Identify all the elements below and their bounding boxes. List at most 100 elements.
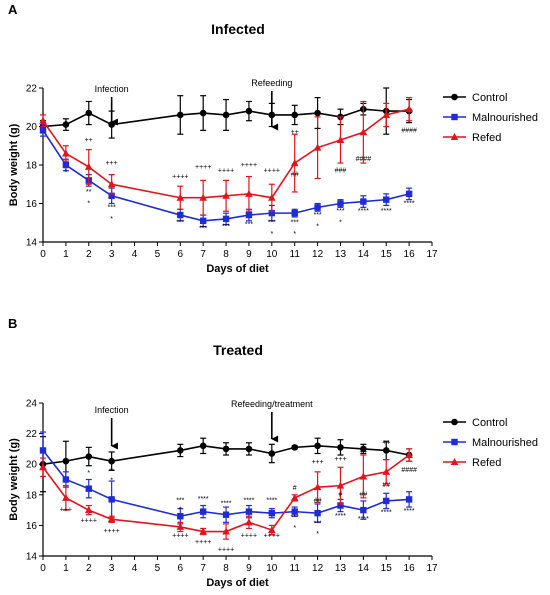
series-refed [39,448,413,540]
significance-mark: **** [404,508,415,515]
x-tick-label: 3 [109,563,115,574]
data-point [108,121,115,128]
data-point [176,111,184,119]
data-point [199,217,207,225]
significance-mark: ## [382,482,390,489]
legend-marker [451,438,458,446]
data-point [382,447,390,454]
significance-mark: # [293,485,297,492]
data-point [177,211,184,219]
significance-mark: *** [245,222,253,229]
y-tick-label: 18 [26,161,38,172]
significance-mark: * [316,531,319,538]
significance-mark: #### [401,467,417,474]
significance-mark: * [110,478,113,485]
data-point [291,111,299,119]
data-point [291,209,298,217]
data-point [222,215,230,223]
x-tick-label: 17 [426,249,438,260]
data-point [222,111,230,119]
data-point [245,518,253,526]
significance-mark: ++++ [241,533,257,540]
data-point [314,109,321,117]
data-point [222,191,230,199]
x-tick-label: 9 [246,563,252,574]
y-tick-label: 20 [26,460,38,471]
y-axis-title: Body weight (g) [8,438,20,521]
data-point [336,481,345,489]
data-point [291,444,299,451]
x-tick-label: 0 [40,249,46,260]
y-axis-title: Body weight (g) [8,123,20,206]
data-point [108,457,115,465]
x-tick-label: 10 [266,563,278,574]
significance-mark: *** [291,220,299,227]
y-tick-label: 20 [26,122,38,133]
y-tick-label: 22 [26,84,38,95]
data-point [245,211,253,219]
significance-mark: * [65,170,68,177]
panel-letter: B [8,316,17,331]
data-point [108,496,115,503]
y-tick-label: 16 [26,199,38,210]
legend-marker [451,113,458,121]
significance-mark: *** [336,208,344,215]
data-point [39,447,47,454]
x-tick-label: 6 [178,249,184,260]
data-point [359,472,368,480]
legend-label: Control [472,92,507,104]
legend-label: Refed [472,457,501,469]
legend-marker [451,418,458,426]
significance-mark: ++++ [103,528,119,535]
significance-mark: *** [313,520,321,527]
significance-mark: ++++ [264,168,280,175]
x-tick-label: 10 [266,249,278,260]
data-point [245,445,253,453]
legend-label: Malnourished [472,437,538,449]
significance-mark: ++++ [195,539,211,546]
data-point [314,442,321,450]
significance-mark: ## [314,497,322,504]
data-point [245,107,253,115]
data-point [290,159,299,167]
data-point [176,522,185,530]
significance-mark: * [270,231,273,238]
data-point [62,149,70,157]
data-point [405,105,413,113]
data-point [176,193,185,201]
significance-mark: **** [404,200,415,207]
data-point [107,180,116,188]
significance-mark: *** [222,224,230,231]
data-point [85,453,93,460]
x-axis-title: Days of diet [206,577,269,589]
x-tick-label: 1 [63,249,69,260]
legend-label: Refed [472,132,501,144]
data-point [85,485,92,492]
data-point [337,200,344,207]
y-tick-label: 14 [26,238,38,249]
data-point [199,508,207,515]
x-tick-label: 2 [86,249,92,260]
panel-letter: A [8,2,18,17]
significance-mark: **** [243,497,254,504]
y-tick-label: 14 [26,552,38,563]
legend-marker [450,458,459,465]
chart-title: Treated [213,342,263,358]
data-point [84,162,93,170]
significance-mark: **** [221,501,232,508]
data-point [337,502,344,509]
data-point [268,193,276,201]
data-point [290,493,299,501]
y-tick-label: 24 [26,399,38,410]
data-point [291,508,298,515]
significance-mark: * [87,200,90,207]
significance-mark: ### [335,168,347,175]
data-point [222,511,230,518]
significance-mark: ++ [382,439,390,446]
x-tick-label: 13 [335,563,347,574]
y-tick-label: 22 [26,429,38,440]
annotation-label: Refeeding [251,78,292,88]
x-tick-label: 14 [358,249,370,260]
